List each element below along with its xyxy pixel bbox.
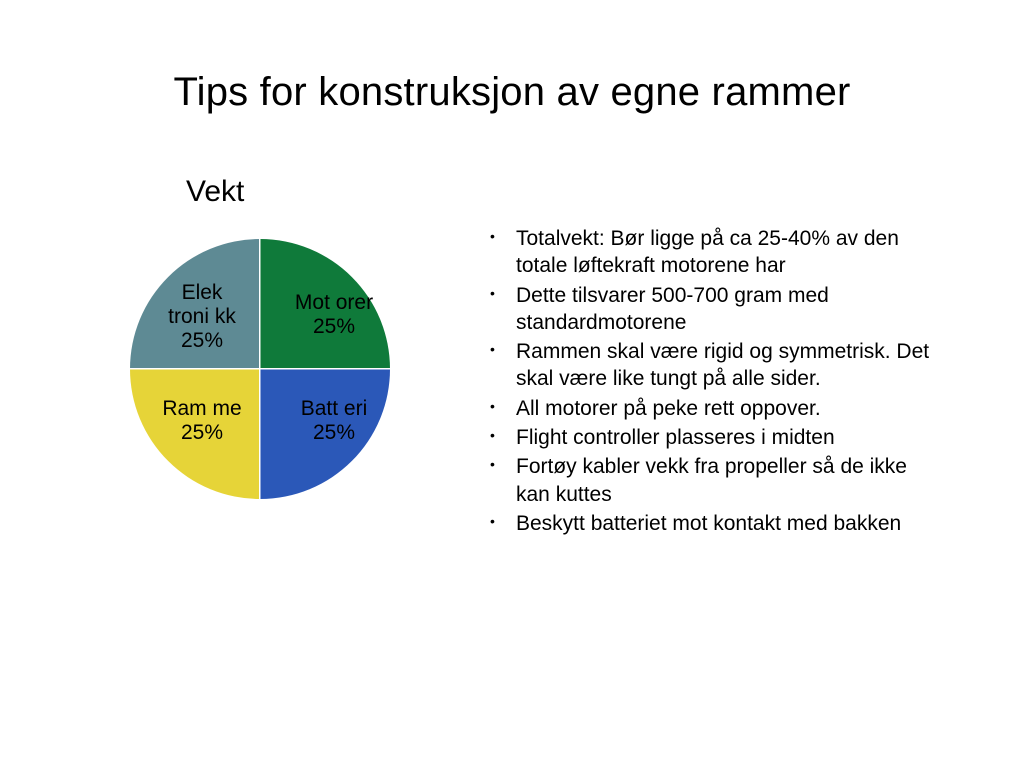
slide: Tips for konstruksjon av egne rammer Vek… xyxy=(0,0,1024,768)
pie-graphic xyxy=(130,239,390,499)
list-item: Flight controller plasseres i midten xyxy=(480,424,944,451)
pie-label-motorer: Mot orer 25% xyxy=(294,291,374,339)
list-item: Totalvekt: Bør ligge på ca 25-40% av den… xyxy=(480,225,944,280)
list-item: Rammen skal være rigid og symmetrisk. De… xyxy=(480,338,944,393)
page-title: Tips for konstruksjon av egne rammer xyxy=(50,70,974,115)
pie-label-ramme: Ram me 25% xyxy=(162,397,242,445)
pie-label-batteri: Batt eri 25% xyxy=(294,397,374,445)
list-item: Beskytt batteriet mot kontakt med bakken xyxy=(480,510,944,537)
left-column: Vekt Elek troni kk 25% Mot orer 25% Ram … xyxy=(130,175,440,539)
content-row: Vekt Elek troni kk 25% Mot orer 25% Ram … xyxy=(50,175,974,539)
pie-chart: Elek troni kk 25% Mot orer 25% Ram me 25… xyxy=(130,239,390,499)
chart-subtitle: Vekt xyxy=(130,175,440,209)
pie-label-elektronikk: Elek troni kk 25% xyxy=(162,281,242,353)
list-item: All motorer på peke rett oppover. xyxy=(480,395,944,422)
bullet-list: Totalvekt: Bør ligge på ca 25-40% av den… xyxy=(480,225,944,537)
list-item: Dette tilsvarer 500-700 gram med standar… xyxy=(480,282,944,337)
list-item: Fortøy kabler vekk fra propeller så de i… xyxy=(480,453,944,508)
right-column: Totalvekt: Bør ligge på ca 25-40% av den… xyxy=(480,175,974,539)
